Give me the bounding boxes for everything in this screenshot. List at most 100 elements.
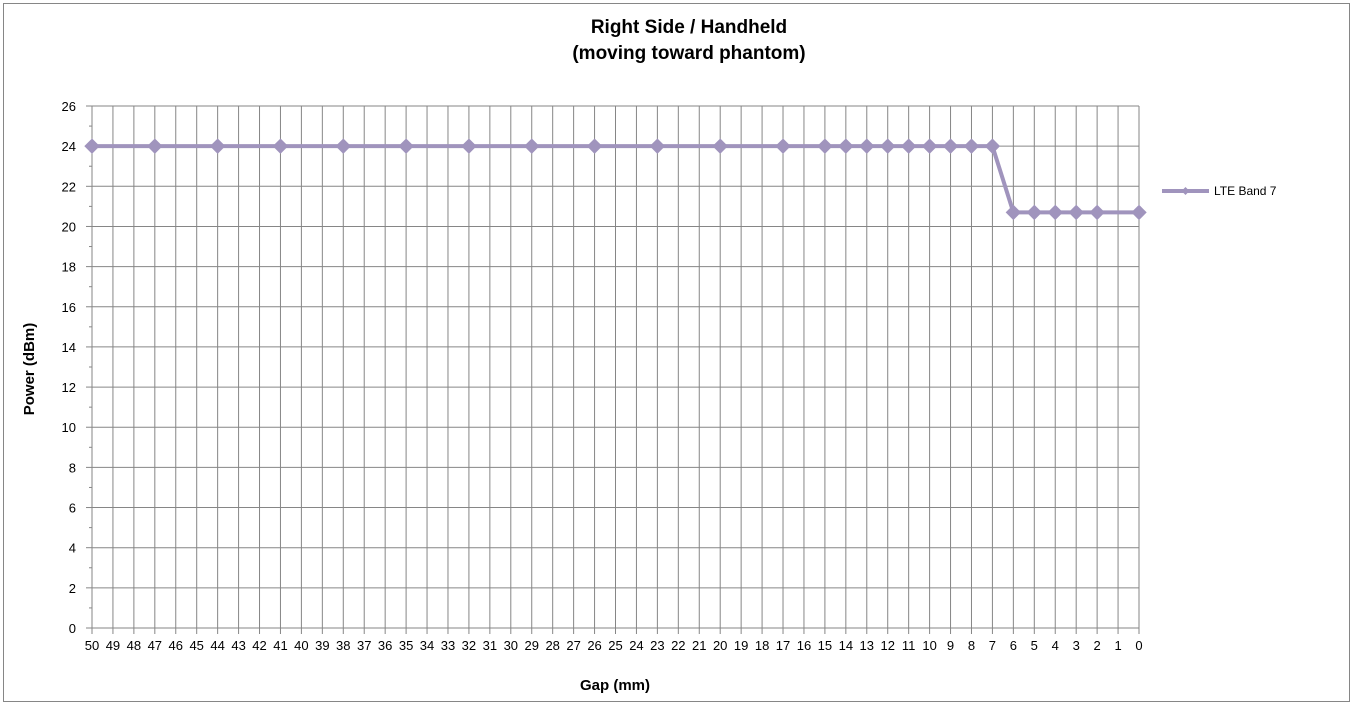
x-tick-label: 38 (336, 638, 350, 653)
x-tick-label: 29 (525, 638, 539, 653)
x-tick-label: 22 (671, 638, 685, 653)
legend-label: LTE Band 7 (1214, 184, 1277, 198)
data-point-marker (1047, 204, 1063, 221)
data-point-marker (398, 138, 414, 154)
y-tick-label: 18 (62, 260, 76, 275)
y-tick-label: 22 (62, 179, 76, 194)
x-tick-label: 24 (629, 638, 643, 653)
x-tick-label: 37 (357, 638, 371, 653)
data-point-marker (84, 138, 100, 154)
data-point-marker (209, 138, 226, 154)
x-tick-label: 2 (1094, 638, 1101, 653)
x-tick-label: 16 (797, 638, 811, 653)
x-tick-label: 18 (755, 638, 769, 653)
x-tick-label: 5 (1031, 638, 1038, 653)
x-tick-label: 27 (566, 638, 580, 653)
x-tick-label: 6 (1010, 638, 1017, 653)
y-tick-label: 0 (69, 621, 76, 636)
x-tick-label: 34 (420, 638, 434, 653)
x-tick-label: 15 (818, 638, 832, 653)
data-point-marker (880, 138, 896, 154)
x-tick-label: 20 (713, 638, 727, 653)
data-point-marker (963, 138, 980, 154)
data-point-marker (984, 138, 1001, 154)
x-tick-label: 12 (880, 638, 894, 653)
data-point-marker (838, 138, 854, 154)
x-tick-label: 7 (989, 638, 996, 653)
x-tick-label: 23 (650, 638, 664, 653)
x-tick-label: 1 (1114, 638, 1121, 653)
axes (86, 105, 1140, 634)
y-tick-label: 20 (62, 219, 76, 234)
data-point-marker (817, 138, 833, 154)
x-tick-label: 35 (399, 638, 413, 653)
y-tick-label: 10 (62, 420, 76, 435)
x-tick-label: 48 (127, 638, 141, 653)
data-point-marker (1089, 204, 1105, 221)
x-tick-labels: 50 49 48 47 46 45 44 43 42 41 40 39 38 37 36 35 34 33 32 31… (85, 638, 1143, 653)
x-tick-label: 44 (210, 638, 224, 653)
x-tick-label: 28 (545, 638, 559, 653)
y-tick-label: 16 (62, 300, 76, 315)
data-point-marker (1026, 204, 1043, 221)
x-tick-label: 36 (378, 638, 392, 653)
x-tick-label: 11 (902, 638, 916, 653)
data-point-marker (921, 138, 938, 154)
data-point-marker (942, 138, 959, 154)
data-point-marker (147, 138, 163, 154)
legend: LTE Band 7 (1162, 184, 1277, 198)
x-tick-label: 21 (692, 638, 706, 653)
y-tick-label: 14 (62, 340, 76, 355)
x-tick-label: 8 (968, 638, 975, 653)
data-point-marker (586, 138, 603, 154)
data-point-marker (272, 138, 289, 154)
y-tick-label: 26 (62, 99, 76, 114)
series-lte-band-7 (84, 138, 1147, 221)
y-tick-label: 12 (62, 380, 76, 395)
x-tick-label: 43 (231, 638, 245, 653)
x-tick-label: 30 (504, 638, 518, 653)
legend-marker-icon (1181, 187, 1190, 195)
chart-title-line-2: (moving toward phantom) (572, 43, 805, 64)
data-point-marker (1068, 204, 1084, 221)
data-point-marker (649, 138, 666, 154)
x-tick-label: 49 (106, 638, 120, 653)
chart-frame: Right Side / Handheld (moving toward pha… (3, 3, 1350, 702)
y-tick-label: 6 (69, 501, 76, 516)
chart-title-line-1: Right Side / Handheld (591, 17, 787, 38)
y-tick-label: 2 (69, 581, 76, 596)
x-tick-label: 45 (189, 638, 203, 653)
data-point-marker (900, 138, 917, 154)
x-tick-label: 31 (483, 638, 497, 653)
line-chart: Right Side / Handheld (moving toward pha… (21, 17, 1277, 694)
x-tick-label: 26 (587, 638, 601, 653)
x-tick-label: 50 (85, 638, 99, 653)
y-tick-label: 4 (69, 541, 76, 556)
x-tick-label: 17 (776, 638, 790, 653)
x-tick-label: 4 (1052, 638, 1059, 653)
data-point-marker (1005, 204, 1022, 221)
data-point-marker (712, 138, 728, 154)
x-tick-label: 47 (148, 638, 162, 653)
x-tick-label: 19 (734, 638, 748, 653)
x-tick-label: 10 (922, 638, 936, 653)
x-tick-label: 39 (315, 638, 329, 653)
x-tick-label: 42 (252, 638, 266, 653)
y-tick-label: 24 (62, 139, 76, 154)
x-tick-label: 14 (839, 638, 853, 653)
x-tick-label: 46 (169, 638, 183, 653)
x-tick-label: 40 (294, 638, 308, 653)
data-point-marker (524, 138, 540, 154)
x-tick-label: 13 (860, 638, 874, 653)
x-tick-label: 33 (441, 638, 455, 653)
y-axis-title: Power (dBm) (21, 323, 38, 416)
data-point-marker (775, 138, 791, 154)
x-tick-label: 3 (1073, 638, 1080, 653)
x-tick-label: 41 (273, 638, 287, 653)
x-tick-label: 9 (947, 638, 954, 653)
x-axis-title: Gap (mm) (580, 677, 650, 694)
gridlines (92, 105, 1140, 628)
x-tick-label: 0 (1135, 638, 1142, 653)
data-point-marker (461, 138, 477, 154)
